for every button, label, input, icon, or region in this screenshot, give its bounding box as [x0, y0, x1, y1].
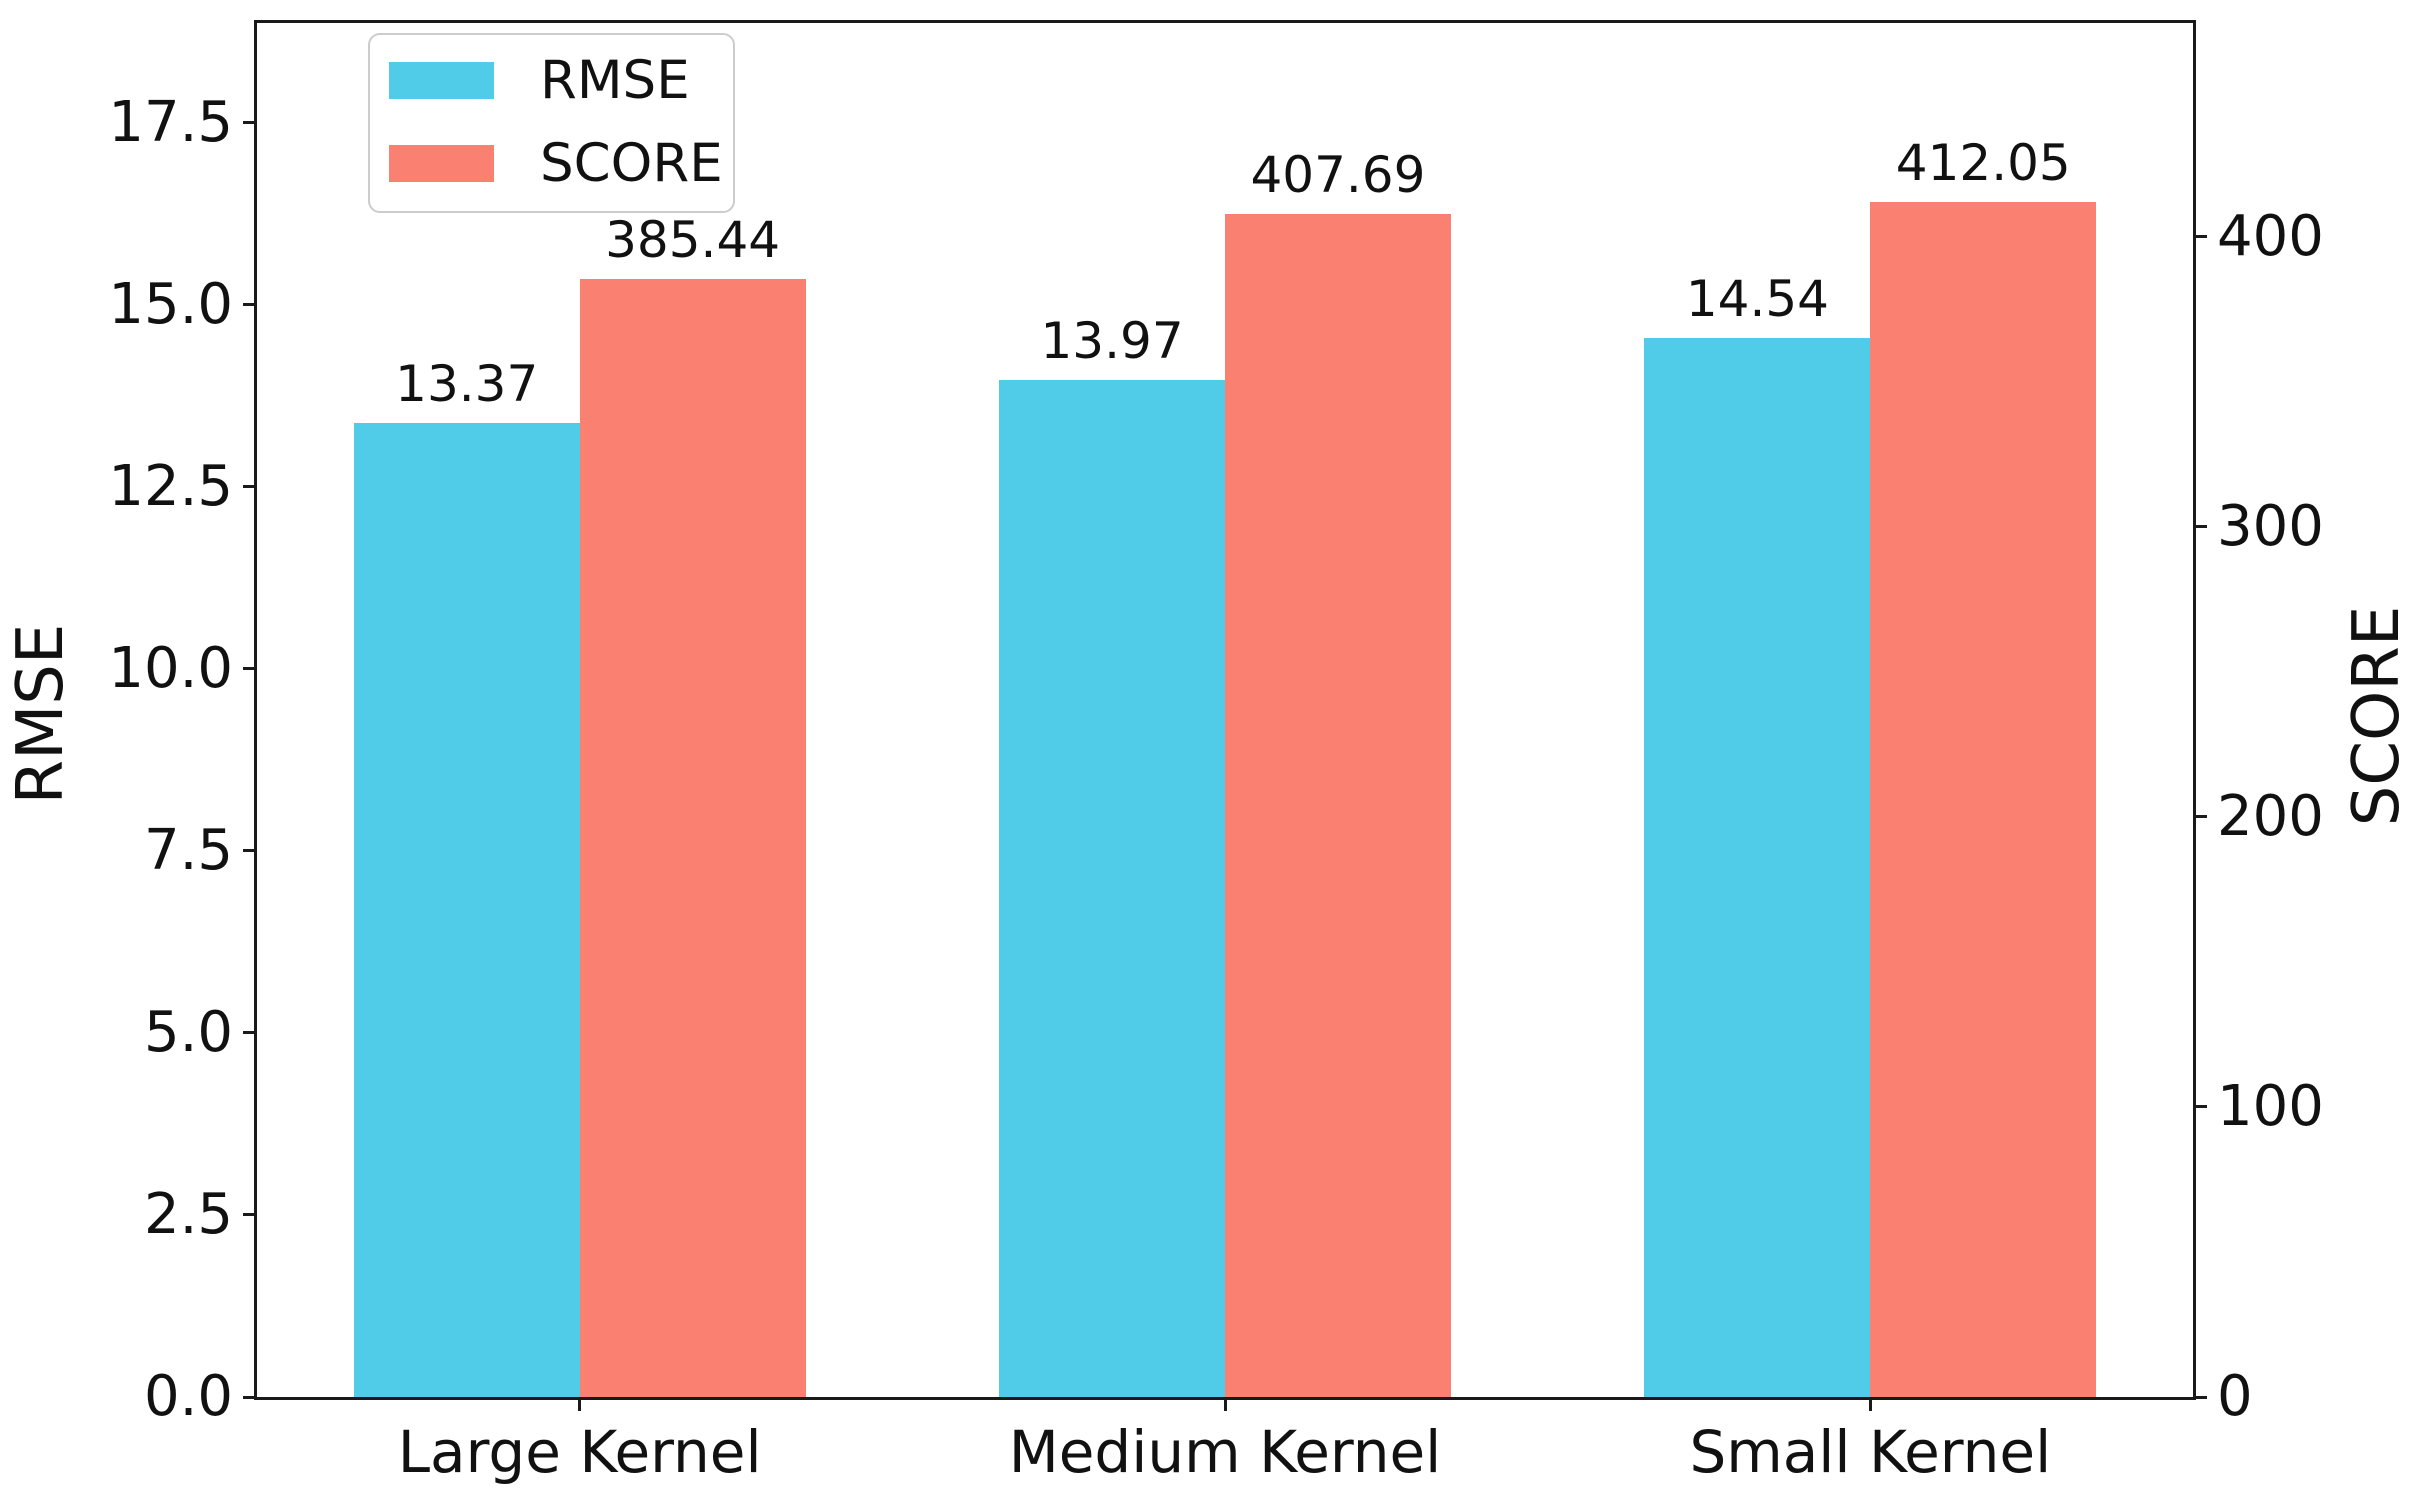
legend: RMSE SCORE	[368, 33, 735, 213]
y-tick-right	[2193, 235, 2207, 239]
bar-value-label: 14.54	[1685, 270, 1829, 329]
y-axis-label-right: SCORE	[2340, 605, 2414, 827]
score-bar	[579, 279, 806, 1397]
x-tick-label: Medium Kernel	[1008, 1418, 1442, 1486]
legend-swatch-rmse	[389, 62, 494, 99]
legend-label-rmse: RMSE	[540, 50, 690, 111]
y-tick-left	[243, 1395, 257, 1399]
y-tick-right	[2193, 1105, 2207, 1109]
y-tick-right	[2193, 1395, 2207, 1399]
x-tick	[1223, 1397, 1227, 1411]
y-tick-label-left: 5.0	[143, 999, 233, 1065]
y-tick-label-right: 300	[2217, 493, 2324, 559]
score-bar	[1870, 201, 2097, 1397]
y-tick-label-left: 2.5	[143, 1181, 233, 1247]
score-bar	[1225, 214, 1451, 1397]
y-tick-label-left: 10.0	[108, 635, 233, 701]
x-tick	[578, 1397, 582, 1411]
y-axis-label-left: RMSE	[4, 623, 78, 805]
y-tick-left	[243, 667, 257, 671]
y-tick-left	[243, 303, 257, 307]
y-tick-left	[243, 849, 257, 853]
y-tick-left	[243, 1213, 257, 1217]
bar-value-label: 412.05	[1895, 133, 2071, 192]
bar-value-label: 407.69	[1250, 146, 1426, 205]
y-tick-right	[2193, 815, 2207, 819]
bar-value-label: 13.37	[395, 355, 539, 414]
y-tick-label-left: 12.5	[108, 453, 233, 519]
y-tick-label-right: 0	[2217, 1364, 2253, 1429]
rmse-bar	[353, 423, 580, 1397]
y-tick-label-left: 7.5	[143, 817, 233, 883]
x-tick	[1868, 1397, 1872, 1411]
legend-label-score: SCORE	[540, 133, 723, 194]
x-tick-label: Large Kernel	[397, 1418, 762, 1486]
y-tick-label-right: 100	[2217, 1073, 2324, 1139]
rmse-bar	[999, 379, 1225, 1397]
y-tick-label-right: 400	[2217, 203, 2324, 269]
x-tick-label: Small Kernel	[1689, 1418, 2052, 1486]
bar-value-label: 385.44	[605, 211, 781, 269]
y-tick-label-left: 0.0	[143, 1364, 233, 1429]
y-tick-label-left: 15.0	[108, 271, 233, 337]
y-tick-left	[243, 485, 257, 489]
y-tick-label-left: 17.5	[108, 89, 233, 155]
legend-swatch-score	[389, 145, 494, 182]
bar-value-label: 13.97	[1040, 311, 1184, 370]
y-tick-right	[2193, 525, 2207, 529]
y-tick-left	[243, 121, 257, 125]
y-tick-label-right: 200	[2217, 783, 2324, 849]
y-tick-left	[243, 1031, 257, 1035]
rmse-bar	[1644, 338, 1871, 1397]
